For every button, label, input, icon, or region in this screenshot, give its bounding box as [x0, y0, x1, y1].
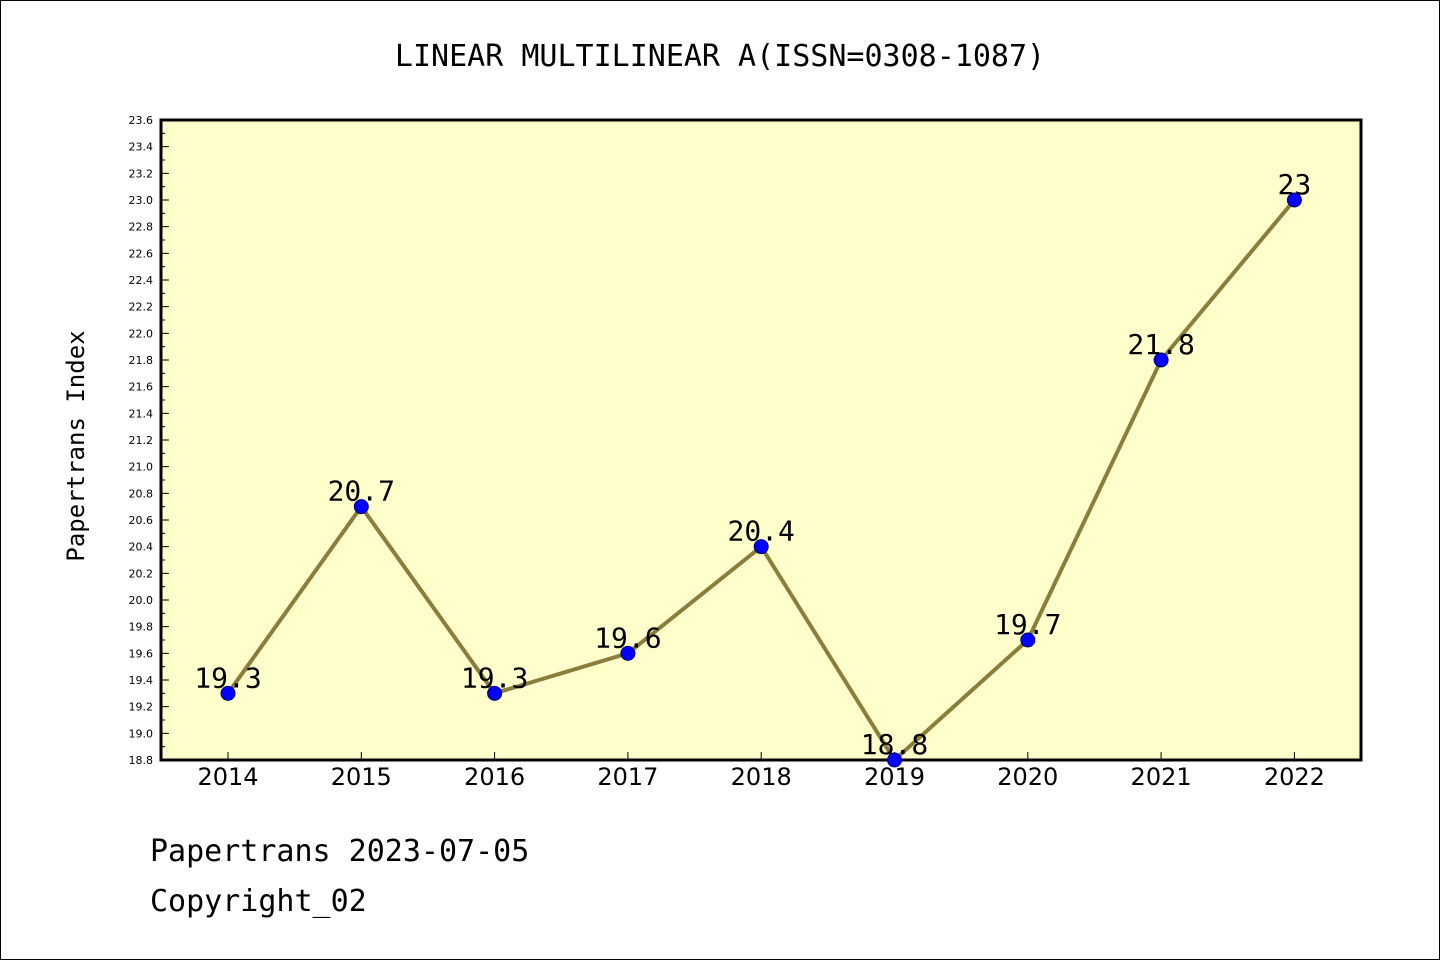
data-point-marker	[1286, 192, 1302, 208]
y-tick-label: 22.2	[129, 301, 154, 314]
y-tick-label: 23.0	[129, 194, 154, 207]
y-tick-label: 20.4	[129, 541, 154, 554]
y-tick-label: 21.2	[129, 434, 154, 447]
data-label: 19.6	[594, 621, 661, 654]
data-label: 19.3	[194, 661, 261, 694]
copyright-text: Copyright_02	[150, 884, 367, 919]
source-date-text: Papertrans 2023-07-05	[150, 834, 530, 869]
data-point-marker	[353, 499, 369, 515]
y-tick-label: 18.8	[129, 754, 154, 767]
data-label: 19.3	[461, 661, 528, 694]
y-tick-label: 22.4	[129, 274, 154, 287]
chart-title: LINEAR MULTILINEAR A(ISSN=0308-1087)	[395, 39, 1045, 74]
data-label: 18.8	[861, 728, 928, 761]
series-line-group	[220, 192, 1302, 768]
x-tick-label: 2020	[997, 763, 1058, 791]
data-point-marker	[620, 645, 636, 661]
y-tick-label: 23.6	[129, 114, 154, 127]
data-point-marker	[487, 685, 503, 701]
data-label: 20.4	[727, 515, 794, 548]
y-tick-label: 21.8	[129, 354, 154, 367]
x-tick-label: 2015	[331, 763, 392, 791]
x-tick-label: 2021	[1131, 763, 1192, 791]
data-point-marker	[887, 752, 902, 768]
y-tick-label: 19.8	[129, 621, 154, 634]
x-tick-label: 2017	[597, 763, 658, 791]
x-tick-label: 2014	[197, 763, 258, 791]
axis-ticks: 18.8 19.0 19.2 19.4 19.6 19.8 20.0 20.2 20.4 20.6…	[129, 114, 1325, 791]
y-tick-label: 20.0	[129, 594, 154, 607]
data-label: 19.7	[994, 608, 1061, 641]
y-tick-label: 19.0	[129, 727, 154, 740]
x-tick-label: 2019	[864, 763, 925, 791]
data-label: 23	[1278, 168, 1312, 201]
y-tick-label: 20.8	[129, 487, 154, 500]
y-tick-label: 21.6	[129, 381, 154, 394]
y-tick-label: 22.8	[129, 221, 154, 234]
y-tick-label: 19.4	[129, 674, 154, 687]
y-tick-label: 22.6	[129, 247, 154, 260]
y-tick-label: 22.0	[129, 327, 154, 340]
data-label-group: 19.3 20.7 19.3 19.6 20.4 18.8 19.7 21.8 23	[194, 168, 1311, 761]
y-tick-label: 21.4	[129, 407, 154, 420]
data-point-marker	[1020, 632, 1036, 648]
y-tick-label: 23.4	[129, 141, 154, 154]
y-tick-label: 19.6	[129, 647, 154, 660]
data-point-marker	[1153, 352, 1169, 368]
data-point-marker	[220, 685, 236, 701]
plot-area	[159, 118, 1363, 762]
y-axis-label: Papertrans Index	[62, 330, 90, 561]
data-label: 21.8	[1127, 328, 1194, 361]
x-tick-label: 2016	[464, 763, 525, 791]
x-tick-label: 2022	[1264, 763, 1325, 791]
y-tick-label: 23.2	[129, 167, 154, 180]
y-tick-label: 20.2	[129, 567, 154, 580]
y-tick-label: 21.0	[129, 461, 154, 474]
y-tick-label: 20.6	[129, 514, 154, 527]
y-tick-label: 19.2	[129, 701, 154, 714]
data-label: 20.7	[328, 475, 395, 508]
x-tick-label: 2018	[731, 763, 792, 791]
data-point-marker	[753, 539, 769, 555]
